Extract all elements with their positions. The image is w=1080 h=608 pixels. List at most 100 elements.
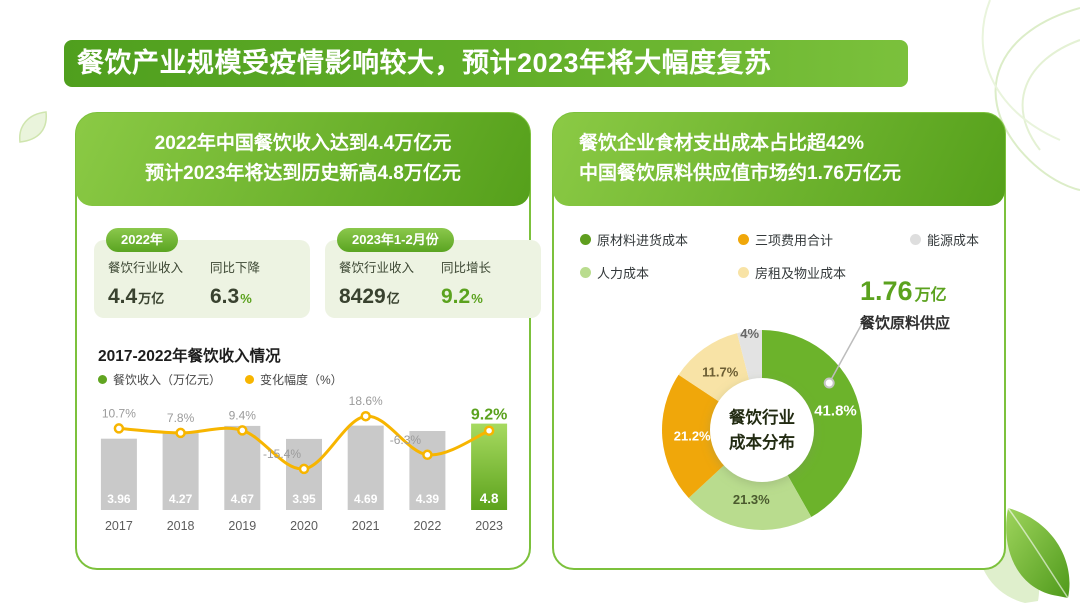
legend-dot: [580, 267, 591, 278]
metric-unit: %: [471, 291, 483, 306]
legend-item-rent-property: 房租及物业成本: [738, 263, 910, 282]
right-panel: 餐饮企业食材支出成本占比超42% 中国餐饮原料供应值市场约1.76万亿元 原材料…: [552, 112, 1006, 570]
stat-cards-row: 2022年 餐饮行业收入 4.4万亿 同比下降 6.3%: [94, 228, 541, 318]
pct-label: 7.8%: [167, 411, 195, 425]
left-panel: 2022年中国餐饮收入达到4.4万亿元 预计2023年将达到历史新高4.8万亿元…: [75, 112, 541, 570]
metric-number: 8429: [339, 285, 386, 308]
left-header-line2: 预计2023年将达到历史新高4.8万亿元: [145, 163, 461, 184]
metrics-2023: 餐饮行业收入 8429亿 同比增长 9.2%: [339, 257, 533, 309]
pie-legend: 原材料进货成本 三项费用合计 能源成本 人力成本 房租及物业成本: [580, 230, 979, 282]
legend-label: 变化幅度（%）: [260, 373, 343, 387]
metric-number: 4.4: [108, 285, 138, 308]
x-axis-label: 2021: [352, 519, 380, 533]
metric-yoy-2022: 同比下降 6.3%: [210, 257, 302, 309]
legend-label: 三项费用合计: [755, 233, 834, 248]
leaf-decoration-left: [19, 111, 47, 143]
metric-revenue-2022: 餐饮行业收入 4.4万亿: [108, 257, 200, 309]
bar-value: 4.27: [169, 492, 193, 506]
metric-unit: %: [240, 291, 252, 306]
metrics-2022: 餐饮行业收入 4.4万亿 同比下降 6.3%: [108, 257, 302, 309]
x-axis-label: 2022: [413, 519, 441, 533]
pct-label: 9.4%: [229, 408, 257, 422]
callout-value: 1.76: [860, 276, 913, 306]
line-dot: [298, 463, 310, 475]
legend-item-revenue: 餐饮收入（万亿元）: [98, 371, 221, 388]
callout-dot: [823, 377, 835, 389]
supply-value-callout: 1.76 万亿 餐饮原料供应: [860, 276, 950, 333]
pie-slice-label: 11.7%: [702, 364, 739, 379]
pct-label: 9.2%: [471, 407, 507, 424]
pct-label: 18.6%: [349, 394, 383, 408]
x-axis-label: 2020: [290, 519, 318, 533]
badge-2023: 2023年1-2月份: [337, 228, 454, 252]
bar-2018: [162, 433, 199, 510]
line-dot: [237, 425, 248, 436]
callout-value-row: 1.76 万亿: [860, 276, 950, 307]
metric-value: 9.2%: [441, 285, 533, 309]
legend-dot: [738, 267, 749, 278]
legend-label: 原材料进货成本: [597, 233, 689, 248]
metric-label: 同比增长: [441, 261, 492, 275]
legend-label: 房租及物业成本: [755, 266, 847, 281]
line-dot: [113, 423, 125, 434]
metric-value: 8429亿: [339, 285, 431, 309]
badge-2022: 2022年: [106, 228, 178, 252]
callout-line: [828, 319, 865, 384]
bar-value: 3.96: [107, 492, 131, 506]
pct-label: 10.7%: [102, 406, 136, 420]
pie-slice-label: 21.3%: [733, 492, 770, 507]
metric-label: 餐饮行业收入: [339, 261, 415, 275]
callout-caption: 餐饮原料供应: [860, 315, 951, 332]
legend-dot: [738, 234, 749, 245]
legend-item-labor: 人力成本: [580, 263, 738, 282]
metric-unit: 万亿: [138, 291, 165, 306]
callout-unit: 万亿: [914, 287, 947, 304]
bar-value: 4.67: [231, 492, 255, 506]
bar-2019: [224, 425, 261, 510]
metric-yoy-2023: 同比增长 9.2%: [441, 257, 533, 309]
legend-label: 餐饮收入（万亿元）: [113, 373, 222, 387]
x-axis-label: 2018: [167, 519, 195, 533]
page-title: 餐饮产业规模受疫情影响较大，预计2023年将大幅度复苏: [64, 40, 908, 87]
right-header-line1: 餐饮企业食材支出成本占比超42%: [579, 133, 865, 155]
donut-chart: 41.8% 21.3% 21.2% 11.7% 4%: [602, 292, 932, 577]
line-dot: [175, 427, 186, 439]
metric-value: 4.4万亿: [108, 285, 200, 309]
bar-value: 4.8: [480, 491, 499, 506]
metric-revenue-2023: 餐饮行业收入 8429亿: [339, 257, 431, 309]
x-axis-label: 2023: [475, 519, 503, 533]
right-header-line2: 中国餐饮原料供应值市场约1.76万亿元: [579, 163, 901, 184]
left-header-line1: 2022年中国餐饮收入达到4.4万亿元: [154, 133, 452, 155]
legend-item-energy: 能源成本: [910, 230, 979, 249]
stat-card-2023: 2023年1-2月份 餐饮行业收入 8429亿 同比增长 9.2%: [325, 228, 541, 318]
legend-dot: [910, 234, 921, 245]
pct-label: -15.4%: [263, 447, 301, 461]
pie-slice-label: 41.8%: [814, 403, 857, 420]
line-dot: [483, 425, 495, 436]
legend-dot: [580, 234, 591, 245]
legend-label: 人力成本: [597, 266, 650, 281]
bar-2022: [409, 431, 446, 510]
legend-item-three-expenses: 三项费用合计: [738, 230, 910, 249]
metric-value: 6.3%: [210, 285, 302, 309]
donut-center-label: 餐饮行业 成本分布: [700, 406, 824, 456]
pie-slice-label: 4%: [740, 326, 759, 341]
right-panel-header: 餐饮企业食材支出成本占比超42% 中国餐饮原料供应值市场约1.76万亿元: [553, 113, 1005, 206]
bar-2017: [100, 438, 137, 510]
legend-dot-green: [98, 375, 107, 384]
combo-chart-svg: 3.96 2017 4.27 2018 4.67 2019 3.95 2020 4.69 2021…: [100, 394, 507, 533]
pie-slice-label: 21.2%: [674, 429, 711, 444]
combo-chart: 3.96 2017 4.27 2018 4.67 2019 3.95 2020 4.69 2021…: [88, 390, 520, 547]
donut-hole: [710, 378, 814, 482]
metric-number: 9.2: [441, 285, 471, 308]
legend-item-change: 变化幅度（%）: [245, 371, 343, 388]
donut-center-line1: 餐饮行业: [729, 409, 795, 427]
x-axis-label: 2017: [105, 519, 133, 533]
metric-number: 6.3: [210, 285, 240, 308]
pct-label: -6.3%: [390, 433, 422, 447]
bar-2021: [347, 425, 384, 510]
bar-value: 3.95: [292, 492, 316, 506]
legend-item-raw-materials: 原材料进货成本: [580, 230, 738, 249]
combo-chart-legend: 餐饮收入（万亿元） 变化幅度（%）: [98, 371, 343, 388]
